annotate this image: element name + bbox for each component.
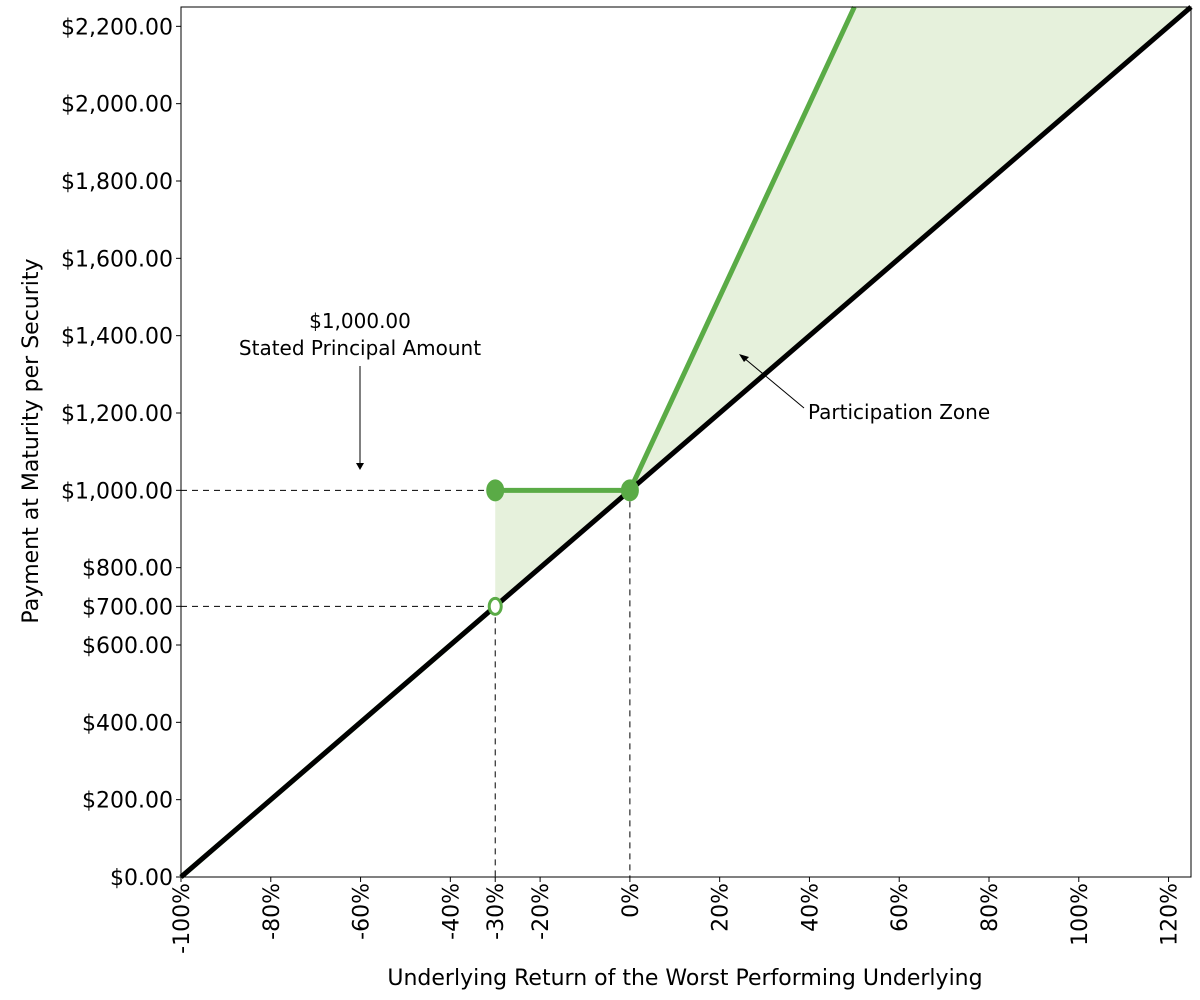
- x-tick-label: 0%: [619, 883, 644, 918]
- x-tick-label: 100%: [1068, 883, 1093, 946]
- x-tick-label: -100%: [170, 883, 195, 954]
- x-tick-label: 120%: [1158, 883, 1183, 946]
- y-tick-label: $400.00: [82, 711, 173, 736]
- x-tick-label: 40%: [798, 883, 823, 932]
- x-tick-label: -60%: [350, 883, 375, 940]
- y-tick-label: $1,000.00: [61, 479, 173, 504]
- plot-frame: [180, 6, 1192, 878]
- payoff-line-segment-2: [627, 5, 857, 492]
- y-tick-label: $1,600.00: [61, 247, 173, 272]
- x-tick-label: -80%: [260, 883, 285, 940]
- open-marker-1: [487, 596, 503, 616]
- x-tick-label: -40%: [439, 883, 464, 940]
- principal-value-annotation: $1,000.00: [309, 309, 411, 333]
- y-axis-label: Payment at Maturity per Security: [19, 258, 44, 623]
- y-axis-ticks: $0.00 $200.00 $400.00 $600.00 $700.00 $800.00…: [61, 15, 181, 891]
- filled-marker-0: [486, 479, 505, 502]
- participation-arrow-line: [743, 357, 805, 409]
- y-tick-label: $2,200.00: [61, 15, 173, 40]
- marker-points: [486, 479, 639, 616]
- x-tick-label: 20%: [709, 883, 734, 932]
- series-lines: [179, 5, 1193, 879]
- principal-arrow-head: [356, 463, 364, 470]
- y-tick-label: $200.00: [82, 789, 173, 814]
- y-tick-label: $700.00: [82, 595, 173, 620]
- underlying-return-line: [179, 5, 1193, 879]
- y-tick-label: $600.00: [82, 634, 173, 659]
- x-axis-ticks: -100% -80% -60% -40% -30% -20% 0% 20% 40% 60% 80% 1…: [170, 877, 1183, 954]
- reference-lines: [181, 489, 631, 877]
- y-tick-label: $0.00: [110, 866, 173, 891]
- x-tick-label: -20%: [529, 883, 554, 940]
- principal-label-annotation: Stated Principal Amount: [239, 336, 481, 360]
- x-tick-label: -30%: [484, 883, 509, 940]
- y-tick-label: $1,200.00: [61, 402, 173, 427]
- x-axis-label: Underlying Return of the Worst Performin…: [387, 966, 982, 991]
- x-tick-label: 60%: [888, 883, 913, 932]
- y-tick-label: $1,800.00: [61, 170, 173, 195]
- y-tick-label: $1,400.00: [61, 325, 173, 350]
- filled-marker-2: [620, 479, 639, 502]
- y-tick-label: $800.00: [82, 557, 173, 582]
- y-tick-label: $2,000.00: [61, 93, 173, 118]
- x-tick-label: 80%: [978, 883, 1003, 932]
- participation-zone-annotation: Participation Zone: [808, 400, 990, 424]
- participation-arrow-head: [739, 354, 749, 362]
